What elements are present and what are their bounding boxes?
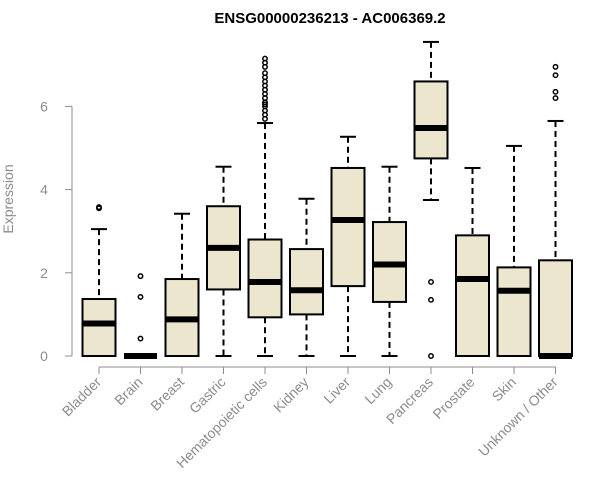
outlier-point: [262, 70, 268, 77]
box-unknown-other: [538, 63, 573, 359]
outlier-point: [428, 353, 434, 359]
x-tick-label: Unknown / Other: [475, 374, 561, 460]
iqr-box: [81, 298, 117, 357]
outlier-point: [552, 95, 559, 102]
y-tick-label: 2: [40, 265, 48, 281]
box-lung: [372, 165, 407, 357]
outlier-point: [96, 204, 102, 211]
x-tick-label: Breast: [147, 374, 187, 414]
outlier-point: [137, 335, 144, 342]
outlier-point: [137, 273, 144, 280]
x-tick-label: Lung: [361, 374, 394, 407]
y-tick-label: 0: [40, 348, 48, 364]
box-gastric: [206, 165, 241, 357]
outlier-point: [428, 296, 434, 303]
box-prostate: [455, 166, 490, 357]
outlier-point: [262, 55, 268, 62]
iqr-box: [289, 248, 324, 316]
iqr-box: [538, 259, 573, 358]
box-kidney: [289, 197, 324, 357]
x-tick-label: Liver: [320, 374, 353, 407]
outlier-point: [428, 279, 434, 285]
box-breast: [164, 212, 200, 358]
iqr-box: [496, 266, 532, 357]
box-brain: [124, 273, 157, 359]
iqr-box: [455, 234, 490, 357]
iqr-box: [247, 238, 283, 319]
y-tick-label: 4: [40, 182, 48, 198]
iqr-box: [413, 80, 449, 160]
x-tick-label: Bladder: [59, 374, 105, 420]
outlier-point: [137, 293, 144, 300]
outlier-point: [262, 101, 268, 108]
x-tick-label: Brain: [111, 374, 145, 408]
x-tick-label: Kidney: [270, 374, 312, 416]
y-tick-label: 6: [40, 98, 48, 114]
box-hematopoietic-cells: [247, 55, 283, 357]
x-tick-label: Prostate: [429, 374, 477, 422]
outlier-point: [552, 88, 559, 95]
plot-area: [81, 40, 573, 359]
box-pancreas: [413, 40, 449, 359]
chart-title: ENSG00000236213 - AC006369.2: [214, 10, 445, 27]
outlier-point: [552, 63, 559, 70]
box-liver: [330, 135, 366, 357]
x-tick-label: Skin: [489, 374, 520, 405]
box-bladder: [81, 204, 117, 357]
y-axis-label: Expression: [0, 164, 16, 233]
box-skin: [496, 144, 532, 357]
outlier-point: [552, 72, 559, 79]
y-axis: 0 2 4 6: [40, 98, 73, 364]
iqr-box: [330, 166, 366, 288]
